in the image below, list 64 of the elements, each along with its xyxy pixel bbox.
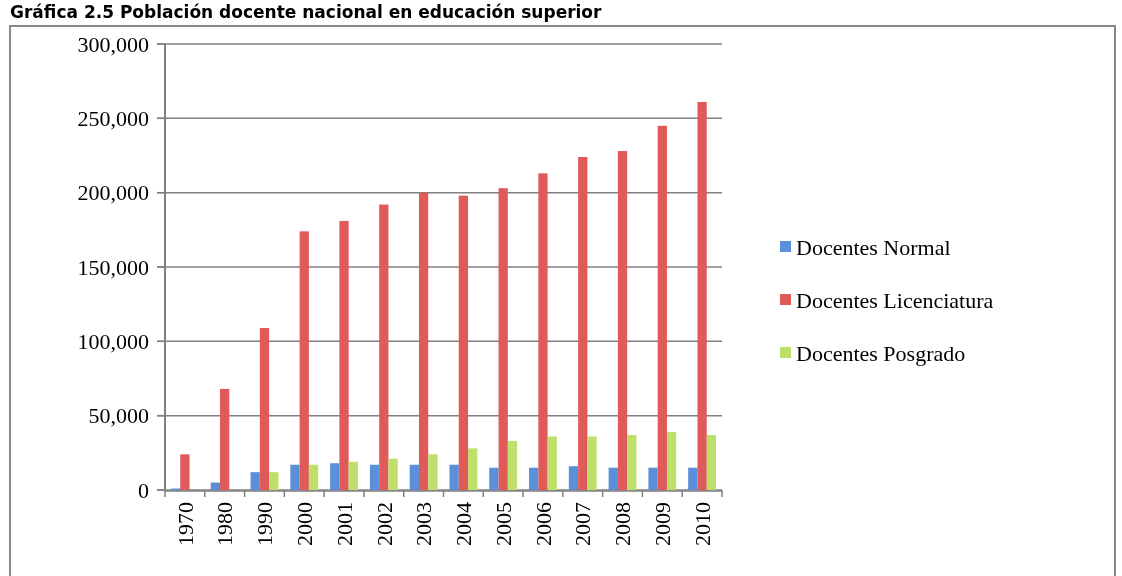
x-tick-label: 2000 xyxy=(291,502,317,546)
bar xyxy=(627,434,637,490)
x-tick-label: 2010 xyxy=(689,502,715,546)
x-tick-label: 2008 xyxy=(610,502,636,546)
bar xyxy=(468,448,478,490)
bar xyxy=(617,151,628,490)
bar xyxy=(348,461,358,490)
bar xyxy=(706,434,717,490)
bar xyxy=(648,467,658,490)
bar xyxy=(299,231,309,490)
bar xyxy=(180,454,190,490)
bar xyxy=(657,125,667,490)
legend-label: Docentes Posgrado xyxy=(796,340,966,366)
chart-title: Gráfica 2.5 Población docente nacional en educación superior xyxy=(10,2,603,22)
bar xyxy=(290,464,300,490)
bar xyxy=(250,472,260,490)
bar xyxy=(538,173,548,490)
x-tick-label: 2007 xyxy=(570,502,596,546)
y-tick-label: 200,000 xyxy=(77,180,149,206)
x-tick-label: 2001 xyxy=(331,502,357,546)
x-tick-label: 1980 xyxy=(212,502,238,546)
x-tick-label: 2002 xyxy=(371,502,397,546)
bar xyxy=(529,467,539,490)
y-tick-label: 300,000 xyxy=(77,31,149,57)
x-tick-label: 1970 xyxy=(172,502,198,546)
bar xyxy=(210,482,221,490)
bar xyxy=(688,467,698,490)
bar xyxy=(608,467,618,490)
bar xyxy=(388,458,398,490)
bar xyxy=(269,472,279,490)
bar xyxy=(449,464,459,490)
y-tick-label: 150,000 xyxy=(77,254,149,280)
y-tick-label: 100,000 xyxy=(77,329,149,355)
bar xyxy=(697,101,707,490)
bar xyxy=(369,464,380,490)
bar xyxy=(578,156,588,490)
bar xyxy=(498,188,508,490)
x-tick-label: 2003 xyxy=(411,502,437,546)
bar xyxy=(507,440,518,490)
bar xyxy=(458,195,469,490)
bar xyxy=(489,467,499,490)
bar xyxy=(220,388,230,490)
bar xyxy=(259,327,270,490)
x-tick-label: 2004 xyxy=(451,502,477,546)
bar xyxy=(409,464,419,490)
bar xyxy=(568,466,579,490)
x-tick-label: 2005 xyxy=(490,502,516,546)
bar xyxy=(330,463,340,490)
x-tick-label: 2006 xyxy=(530,502,556,546)
y-tick-label: 50,000 xyxy=(88,403,149,429)
bar xyxy=(666,432,677,490)
bar xyxy=(428,454,438,490)
legend-label: Docentes Normal xyxy=(796,234,951,260)
legend-label: Docentes Licenciatura xyxy=(796,287,994,313)
bar xyxy=(547,436,557,490)
bar xyxy=(379,204,389,490)
bar xyxy=(418,192,429,490)
x-tick-label: 1990 xyxy=(252,502,278,546)
bar xyxy=(339,220,349,490)
bar xyxy=(308,464,319,490)
x-tick-label: 2009 xyxy=(650,502,676,546)
y-tick-label: 0 xyxy=(138,477,149,503)
y-tick-label: 250,000 xyxy=(77,106,149,132)
bar xyxy=(587,436,597,490)
